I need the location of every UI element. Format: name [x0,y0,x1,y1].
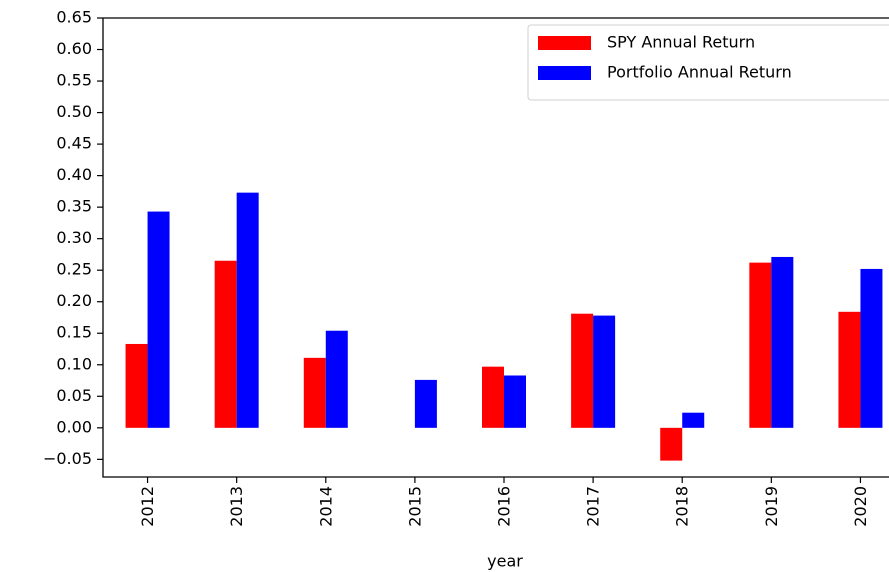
y-tick-label: 0.40 [56,165,92,184]
legend-label: SPY Annual Return [607,33,755,52]
y-tick-label: 0.30 [56,228,92,247]
y-tick-label: 0.50 [56,102,92,121]
legend-swatch [538,36,591,50]
bar [660,427,683,461]
y-tick-label: 0.15 [56,323,92,342]
x-tick-label: 2012 [138,486,157,527]
x-tick-label: 2017 [584,486,603,527]
bar [571,313,594,428]
y-tick-label: 0.60 [56,39,92,58]
legend-box [527,24,889,101]
bar [236,192,259,428]
legend-swatch [538,66,591,80]
x-tick-label: 2016 [495,486,514,527]
axes-frame [102,17,889,478]
bar [682,412,705,428]
x-tick-label: 2020 [851,486,870,527]
bar [504,375,526,428]
bar [838,311,861,428]
legend: SPY Annual Return Portfolio Annual Return [527,24,889,101]
x-tick-label: 2019 [762,486,781,527]
bar [482,366,504,428]
bar [147,211,170,428]
bar [593,315,616,428]
y-tick-label: −0.05 [43,449,92,468]
x-tick-label: 2015 [405,486,424,527]
legend-label: Portfolio Annual Return [607,63,792,82]
bar [214,260,237,428]
bar [749,262,772,428]
bar [771,256,794,428]
y-tick-label: 0.10 [56,354,92,373]
y-tick-label: 0.00 [56,417,92,436]
x-tick-label: 2018 [673,486,692,527]
y-tick-label: 0.45 [56,134,92,153]
bar [414,379,437,428]
y-tick-label: 0.25 [56,260,92,279]
y-tick-label: 0.20 [56,291,92,310]
x-axis-label: year [487,552,523,571]
bar [125,343,148,428]
x-tick-label: 2013 [227,486,246,527]
bar [860,268,883,428]
y-tick-label: 0.65 [56,8,92,27]
y-tick-label: 0.35 [56,197,92,216]
y-tick-label: 0.05 [56,386,92,405]
y-tick-label: 0.55 [56,71,92,90]
bar [303,357,326,428]
bar [325,330,348,428]
x-tick-label: 2014 [316,486,335,527]
